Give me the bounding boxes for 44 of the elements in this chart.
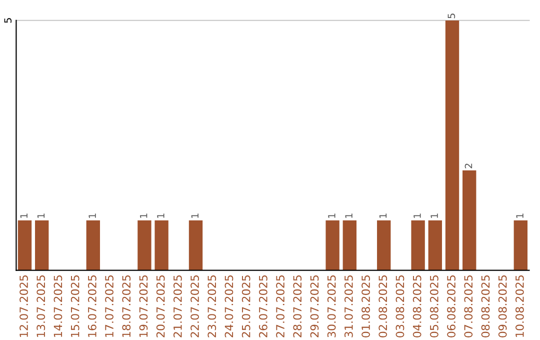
x-tick-label: 15.07.2025 xyxy=(70,275,80,337)
x-tick-label: 04.08.2025 xyxy=(412,275,422,338)
x-tick-label: 01.08.2025 xyxy=(362,275,370,338)
data-label: 1 xyxy=(140,214,148,218)
x-tick-label: 08.08.2025 xyxy=(481,275,490,338)
x-tick-label: 18.07.2025 xyxy=(122,275,131,337)
x-tick-label: 29.07.2025 xyxy=(310,275,319,338)
x-tick-label: 20.07.2025 xyxy=(156,275,165,338)
x-tick-label: 05.08.2025 xyxy=(430,275,438,338)
x-tick-label: 07.08.2025 xyxy=(464,275,473,338)
data-label: 5 xyxy=(448,14,456,18)
data-label: 1 xyxy=(88,214,96,218)
x-tick-label: 17.07.2025 xyxy=(105,275,114,337)
x-tick-label: 30.07.2025 xyxy=(327,275,336,338)
x-tick-label: 09.08.2025 xyxy=(498,275,507,338)
x-tick-label: 03.08.2025 xyxy=(396,275,404,338)
data-label: 1 xyxy=(430,214,438,218)
x-tick-label: 22.07.2025 xyxy=(190,275,199,338)
x-tick-label: 12.07.2025 xyxy=(20,275,28,337)
x-tick-label: 02.08.2025 xyxy=(378,275,388,338)
x-tick-label: 16.07.2025 xyxy=(88,275,96,337)
x-tick-label: 27.07.2025 xyxy=(276,275,284,338)
x-tick-label: 23.07.2025 xyxy=(208,275,216,338)
data-label: 1 xyxy=(328,214,336,218)
data-label: 1 xyxy=(157,214,164,218)
data-label: 1 xyxy=(345,214,352,218)
x-tick-label: 13.07.2025 xyxy=(36,275,46,337)
data-label: 1 xyxy=(414,214,421,218)
x-tick-label: 28.07.2025 xyxy=(293,275,302,338)
x-tick-label: 25.07.2025 xyxy=(242,275,250,338)
x-tick-label: 06.08.2025 xyxy=(447,275,456,338)
data-label: 1 xyxy=(379,214,387,218)
data-label: 1 xyxy=(20,214,28,218)
data-label: 2 xyxy=(464,164,472,168)
x-tick-label: 14.07.2025 xyxy=(54,275,62,337)
data-label: 1 xyxy=(37,214,45,218)
x-tick-label: 10.08.2025 xyxy=(515,275,524,337)
data-label: 1 xyxy=(191,214,198,218)
x-tick-label: 26.07.2025 xyxy=(258,275,268,338)
x-tick-label: 21.07.2025 xyxy=(173,275,182,338)
x-tick-label: 24.07.2025 xyxy=(224,275,234,338)
data-label: 1 xyxy=(516,214,524,218)
x-tick-label: 19.07.2025 xyxy=(139,275,148,337)
x-tick-label: 31.07.2025 xyxy=(344,275,353,338)
